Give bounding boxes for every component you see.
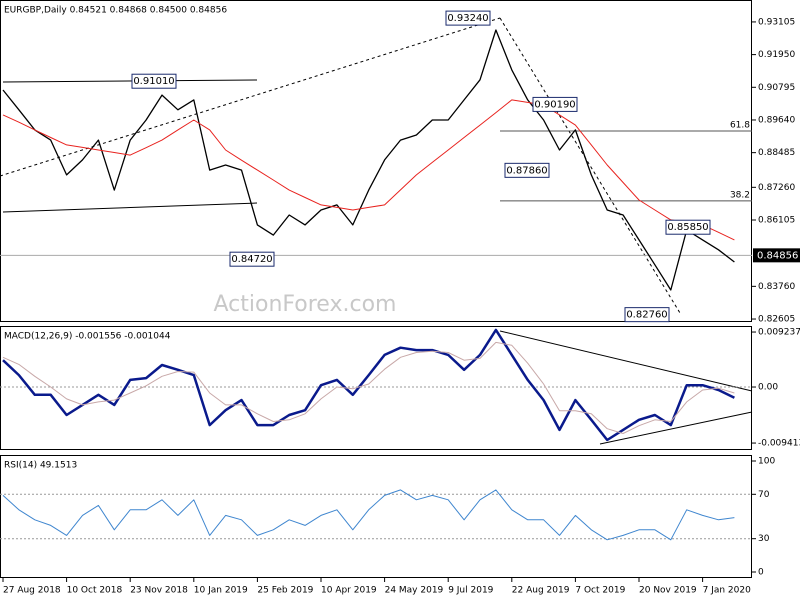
x-tick-label: 23 Nov 2018 [130, 586, 188, 596]
trendline [499, 330, 753, 392]
level-annotation-label: 0.91010 [133, 76, 174, 87]
fib-label: 38.2 [730, 190, 750, 200]
level-annotation-box [532, 96, 578, 112]
y-tick-label: 0.89640 [758, 115, 795, 125]
level-annotation-box [445, 10, 491, 26]
y-tick-label: 0 [758, 568, 764, 578]
series-line [2, 99, 735, 241]
y-tick-label: 0.009237 [758, 328, 800, 338]
watermark: ActionForex.com [214, 292, 397, 317]
panel-frame [0, 326, 752, 450]
y-tick-label: 100 [758, 456, 775, 466]
x-tick-label: 10 Apr 2019 [321, 586, 377, 596]
y-tick-label: 0.91950 [758, 50, 795, 60]
level-annotation-label: 0.93240 [447, 13, 488, 24]
y-tick-label: 0.87260 [758, 183, 795, 193]
x-tick-label: 27 Aug 2018 [3, 586, 61, 596]
x-tick-label: 9 Jul 2019 [448, 586, 493, 596]
last-price-box [753, 248, 800, 263]
x-tick-label: 20 Nov 2019 [639, 586, 697, 596]
x-tick-label: 7 Jan 2020 [703, 586, 751, 596]
panel-frame [0, 455, 752, 578]
level-annotation-box [624, 307, 670, 323]
panel-title: RSI(14) 49.1513 [4, 461, 77, 471]
y-tick-label: -0.009413 [758, 439, 800, 449]
series-line [2, 489, 735, 541]
trendline [599, 411, 753, 445]
y-tick-label: 0.88485 [758, 148, 795, 158]
y-tick-label: 0.82605 [758, 315, 795, 325]
y-tick-label: 0.93105 [758, 17, 795, 27]
trendline [2, 202, 258, 213]
x-tick-label: 7 Oct 2019 [575, 586, 625, 596]
level-annotation-box [229, 251, 275, 267]
panel-frame [0, 0, 752, 322]
y-tick-label: 0.86105 [758, 215, 795, 225]
x-tick-label: 10 Oct 2018 [67, 586, 123, 596]
x-tick-label: 25 Feb 2019 [257, 586, 313, 596]
panel-title: EURGBP,Daily 0.84521 0.84868 0.84500 0.8… [4, 6, 227, 16]
series-line [2, 29, 735, 291]
x-tick-label: 10 Jan 2019 [194, 586, 248, 596]
level-annotation-label: 0.82760 [626, 310, 667, 321]
level-annotation-box [665, 219, 711, 235]
y-tick-label: 30 [758, 534, 770, 544]
last-price-label: 0.84856 [757, 250, 798, 261]
level-annotation-label: 0.85850 [667, 222, 708, 233]
level-annotation-box [504, 162, 550, 178]
level-annotation-label: 0.84720 [231, 254, 272, 265]
fib-label: 61.8 [730, 121, 750, 131]
series-line [2, 328, 735, 442]
y-tick-label: 0.00 [758, 383, 778, 393]
y-tick-label: 0.83760 [758, 282, 795, 292]
x-tick-label: 24 May 2019 [385, 586, 444, 596]
level-annotation-box [131, 73, 177, 89]
y-tick-label: 70 [758, 490, 770, 500]
trendline [2, 79, 258, 83]
y-tick-label: 0.90795 [758, 83, 795, 93]
level-annotation-label: 0.90190 [534, 99, 575, 110]
level-annotation-label: 0.87860 [506, 165, 547, 176]
series-line [2, 341, 735, 434]
panel-title: MACD(12,26,9) -0.001556 -0.001044 [4, 332, 171, 342]
x-tick-label: 22 Aug 2019 [512, 586, 570, 596]
